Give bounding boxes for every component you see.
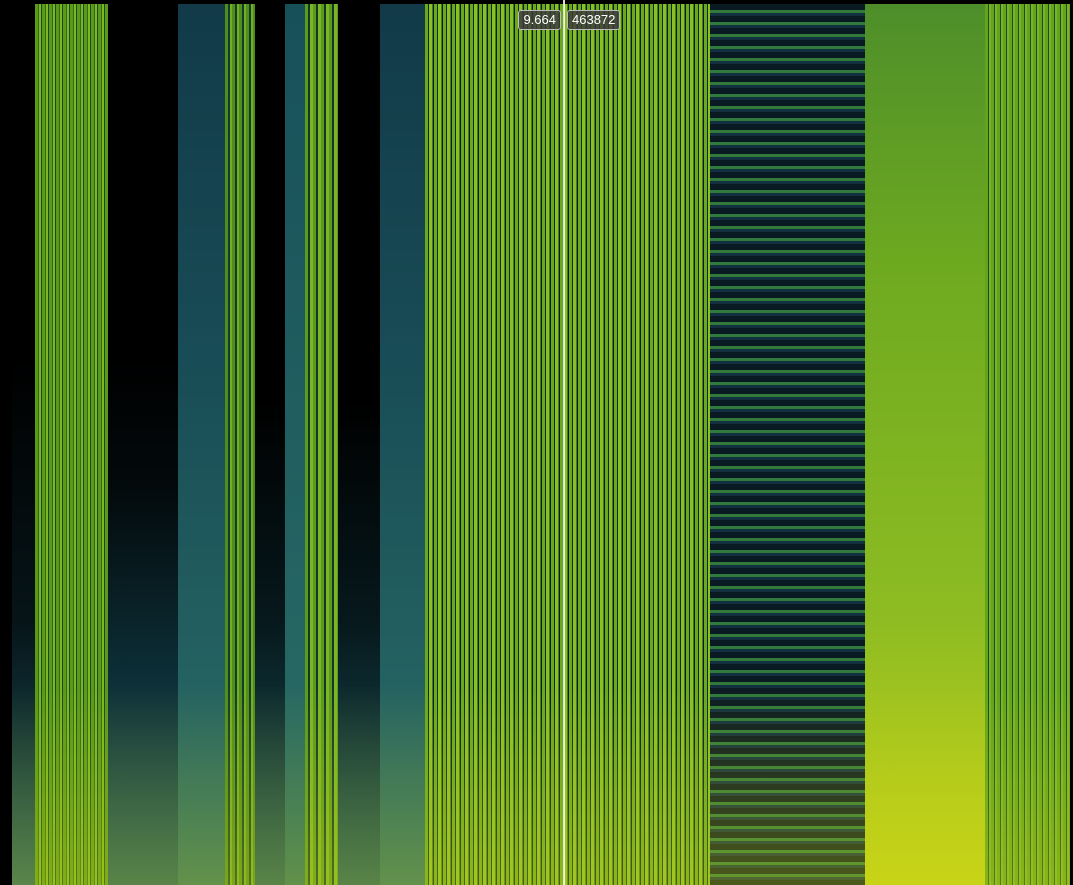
spectrum-band bbox=[338, 4, 380, 885]
spectrum-band bbox=[285, 4, 305, 885]
cursor-sample: 463872 bbox=[567, 10, 620, 30]
spectrum-band bbox=[225, 4, 255, 885]
spectrogram-view: 9.664 463872 bbox=[0, 0, 1073, 885]
playhead bbox=[563, 0, 565, 885]
spectrum-band bbox=[12, 4, 35, 885]
spectrum-band bbox=[255, 4, 285, 885]
spectrum-band bbox=[380, 4, 425, 885]
spectrum-band bbox=[35, 4, 108, 885]
spectrum-band bbox=[425, 4, 710, 885]
spectrum-band bbox=[108, 4, 178, 885]
cursor-time: 9.664 bbox=[518, 10, 561, 30]
spectrum-band bbox=[710, 4, 865, 885]
spectrum-band bbox=[305, 4, 338, 885]
spectrum-band bbox=[865, 4, 985, 885]
spectrum-band bbox=[985, 4, 1070, 885]
spectrum-band bbox=[178, 4, 225, 885]
